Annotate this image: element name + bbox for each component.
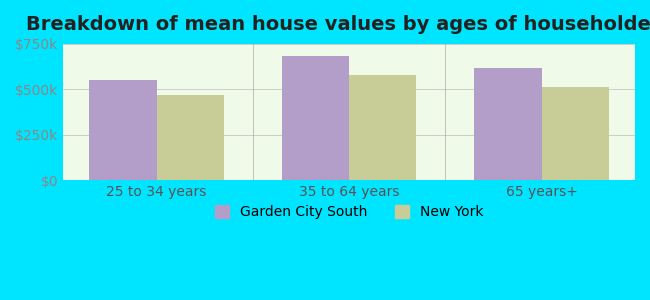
Bar [474, 68, 541, 180]
Bar [349, 75, 417, 180]
Bar [89, 80, 157, 180]
Bar [281, 56, 349, 180]
Title: Breakdown of mean house values by ages of householders: Breakdown of mean house values by ages o… [26, 15, 650, 34]
Legend: Garden City South, New York: Garden City South, New York [209, 200, 489, 225]
Bar [157, 95, 224, 180]
Bar [541, 88, 609, 180]
